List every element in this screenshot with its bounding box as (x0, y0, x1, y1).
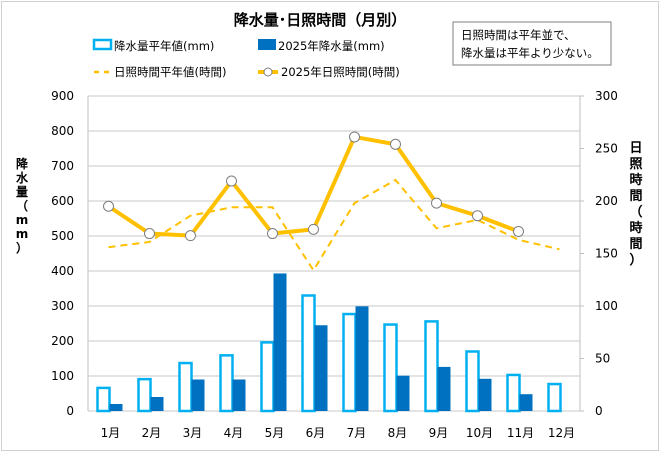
point-2025-sunshine (226, 175, 237, 187)
x-tick-label: 7月 (347, 426, 367, 440)
y-right-tick-label: 100 (595, 299, 618, 313)
bar-2025-precip (437, 366, 451, 411)
bar-normal-precip (342, 312, 357, 413)
line-2025-sunshine (107, 134, 520, 238)
chart-marks (96, 131, 562, 413)
bar-2025-precip (478, 378, 492, 411)
point-2025-sunshine (185, 230, 196, 242)
x-tick-label: 8月 (388, 426, 408, 440)
legend-label-normal-sun: 日照時間平年値(時間) (114, 65, 226, 79)
y-right-tick-label: 50 (595, 352, 610, 366)
x-tick-label: 2月 (142, 426, 162, 440)
bar-normal-precip (137, 377, 152, 413)
y-right-tick-label: 0 (595, 404, 603, 418)
y-left-tick-label: 100 (51, 369, 74, 383)
y-left-tick-label: 900 (51, 89, 74, 103)
y-left-tick-label: 0 (66, 404, 74, 418)
legend-marker-2025-sun (263, 67, 273, 77)
x-tick-label: 10月 (466, 426, 493, 440)
bar-normal-precip (465, 350, 480, 413)
y-right-tick-label: 300 (595, 89, 618, 103)
legend: 降水量平年値(mm) 2025年降水量(mm) 日照時間平年値(時間) 2025… (92, 38, 400, 79)
y-left-tick-label: 300 (51, 299, 74, 313)
annotation-line-1: 日照時間は平年並で、 (461, 28, 576, 42)
y-right-axis-label: 日照時間（時間） (629, 141, 642, 268)
point-2025-sunshine (349, 131, 360, 143)
point-2025-sunshine (472, 210, 483, 222)
x-tick-label: 4月 (224, 426, 244, 440)
bar-2025-precip (232, 379, 246, 411)
line-normal-sunshine (108, 178, 560, 273)
legend-label-normal-precip: 降水量平年値(mm) (114, 39, 214, 53)
bar-normal-precip (424, 320, 439, 413)
point-2025-sunshine (144, 228, 155, 240)
y-left-axis-label: 降水量（ m m） (16, 156, 29, 255)
legend-label-2025-precip: 2025年降水量(mm) (278, 39, 385, 53)
bar-normal-precip (260, 341, 275, 413)
point-2025-sunshine (390, 138, 401, 150)
x-tick-label: 6月 (306, 426, 326, 440)
y-right-tick-label: 200 (595, 194, 618, 208)
bar-2025-precip (150, 397, 164, 411)
x-tick-label: 11月 (507, 426, 534, 440)
point-2025-sunshine (267, 228, 278, 240)
bar-normal-precip (383, 323, 398, 413)
bar-normal-precip (219, 354, 234, 413)
y-left-tick-label: 200 (51, 334, 74, 348)
bar-2025-precip (314, 325, 328, 411)
bar-2025-precip (355, 306, 369, 411)
y-left-tick-label: 500 (51, 229, 74, 243)
bar-2025-precip (109, 404, 123, 411)
point-2025-sunshine (513, 225, 524, 237)
bar-2025-precip (519, 394, 533, 411)
x-tick-label: 5月 (265, 426, 285, 440)
bar-2025-precip (396, 375, 410, 411)
bar-normal-precip (301, 294, 316, 413)
bar-normal-precip (96, 386, 111, 413)
y-right-tick-label: 150 (595, 247, 618, 261)
annotation-box (452, 21, 612, 66)
chart-title: 降水量･日照時間（月別） (234, 11, 407, 29)
legend-label-2025-sun: 2025年日照時間(時間) (281, 65, 400, 79)
bar-2025-precip (191, 379, 205, 411)
y-left-tick-label: 400 (51, 264, 74, 278)
y-left-tick-label: 700 (51, 159, 74, 173)
y-right-tick-label: 250 (595, 142, 618, 156)
point-2025-sunshine (431, 197, 442, 209)
point-2025-sunshine (103, 200, 114, 212)
y-left-tick-label: 800 (51, 124, 74, 138)
x-tick-label: 9月 (429, 426, 449, 440)
legend-swatch-normal-precip (92, 38, 113, 51)
bar-normal-precip (506, 373, 521, 413)
x-tick-label: 1月 (101, 426, 121, 440)
x-tick-label: 3月 (183, 426, 203, 440)
x-tick-label: 12月 (548, 426, 575, 440)
bar-normal-precip (178, 361, 193, 413)
bar-2025-precip (273, 273, 287, 411)
axes: 0 100 200 300 400 500 600 700 800 900 0 50 100 150 200… (51, 89, 618, 440)
bar-normal-precip (547, 382, 562, 413)
point-2025-sunshine (308, 223, 319, 235)
legend-swatch-2025-precip (258, 39, 276, 50)
y-left-tick-label: 600 (51, 194, 74, 208)
annotation-line-2: 降水量は平年より少ない。 (461, 46, 599, 60)
